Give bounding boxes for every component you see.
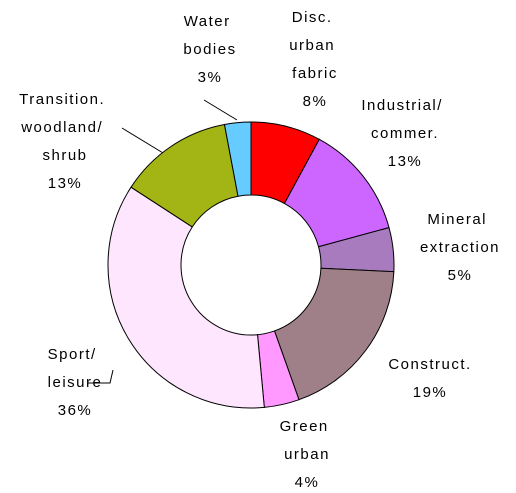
- donut-slice: [223, 121, 252, 197]
- slice-value-label: 5%: [448, 267, 473, 284]
- slice-label: Water bodies: [183, 13, 236, 58]
- slice-value-label: 8%: [303, 93, 328, 110]
- leader-line: [88, 369, 114, 384]
- slice-label: Transition. woodland/ shrub: [19, 91, 111, 164]
- donut-slice: [107, 186, 265, 409]
- slice-label: Industrial/ commer.: [361, 97, 448, 142]
- donut-slice: [273, 267, 395, 401]
- slice-value-label: 3%: [198, 69, 223, 86]
- leader-line: [203, 99, 238, 121]
- slice-label: Green urban: [280, 418, 335, 463]
- leader-line: [121, 127, 169, 157]
- slice-label: Mineral extraction: [420, 211, 500, 256]
- slice-label: Disc. urban fabric: [289, 9, 341, 82]
- slice-value-label: 13%: [48, 175, 83, 192]
- slice-label: Sport/ leisure: [48, 346, 103, 391]
- slice-value-label: 19%: [413, 384, 448, 401]
- slice-value-label: 36%: [58, 402, 93, 419]
- slice-value-label: 4%: [295, 474, 320, 491]
- slice-label: Construct.: [388, 356, 471, 373]
- slice-value-label: 13%: [388, 153, 423, 170]
